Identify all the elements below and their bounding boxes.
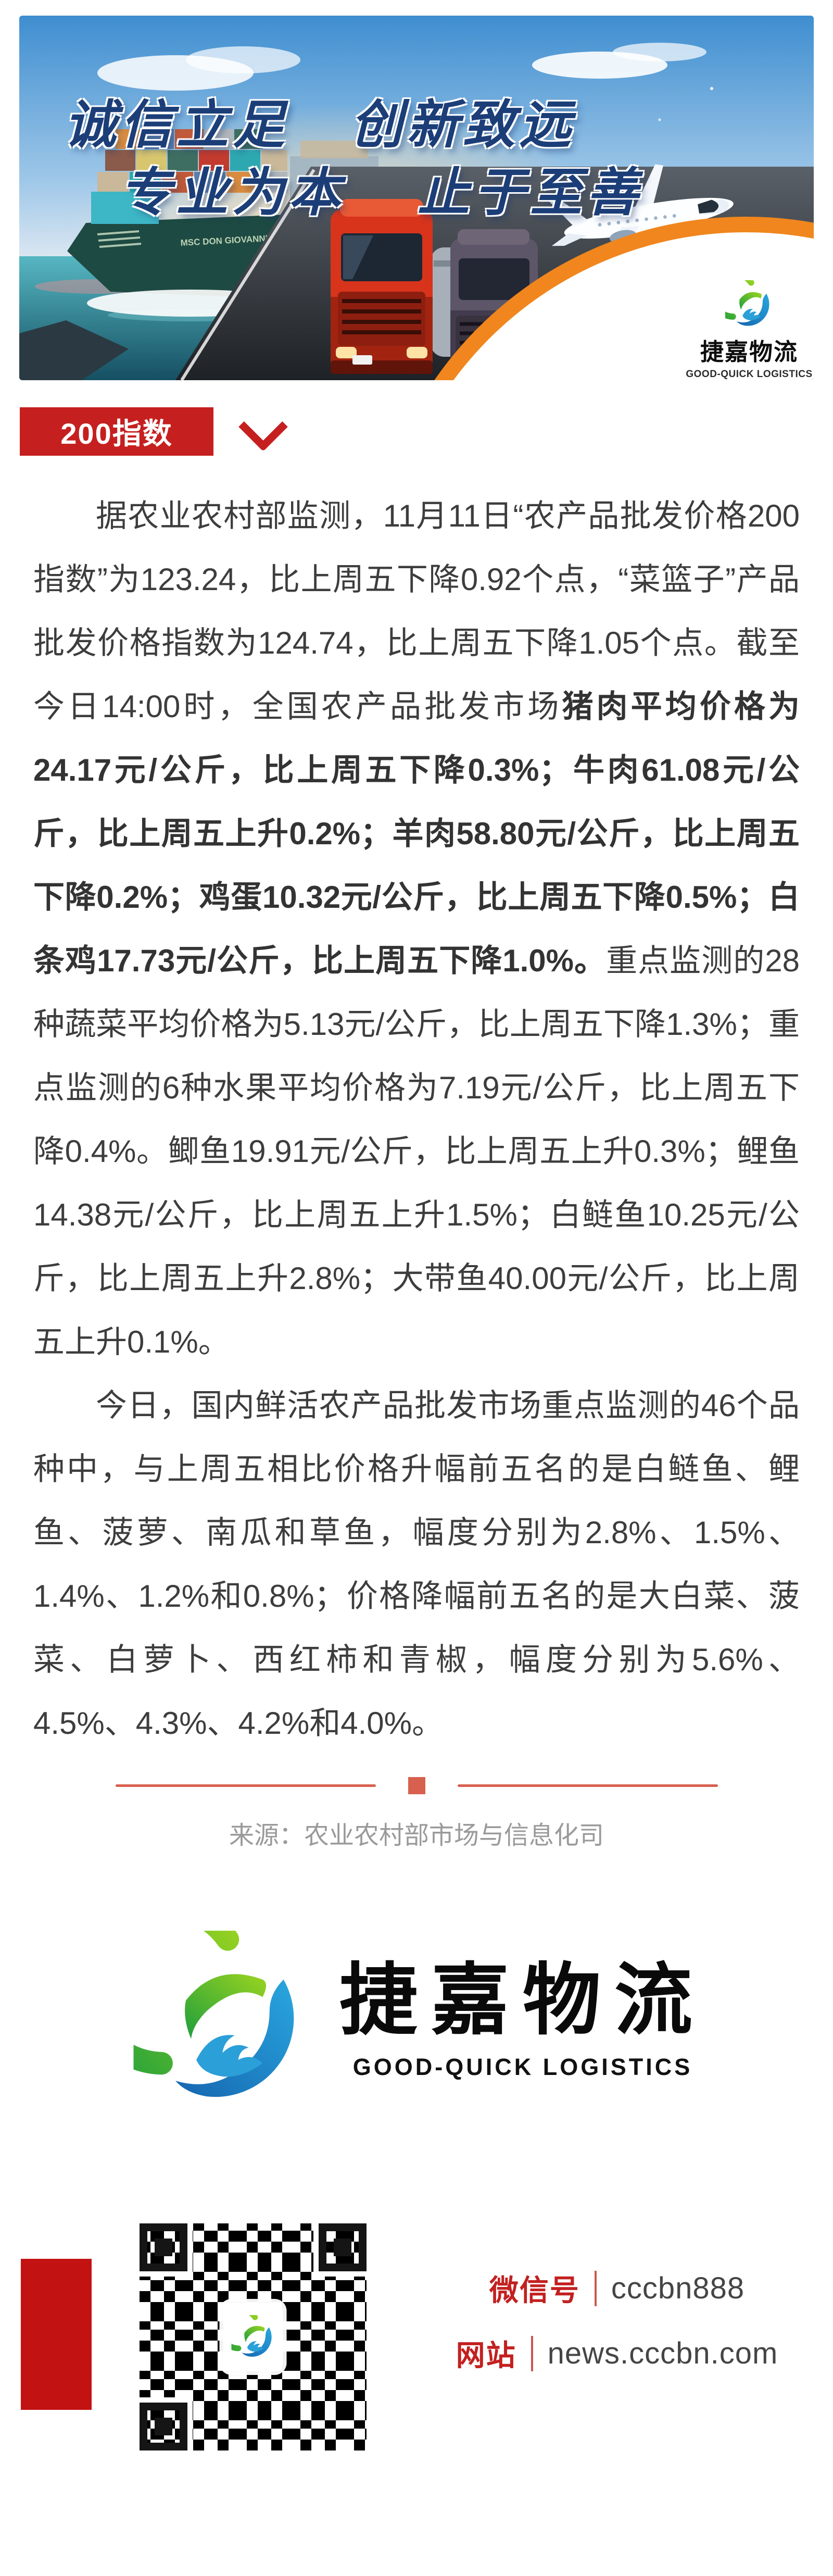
divider-right-line [457,1784,718,1787]
wechat-id: cccbn888 [611,2271,745,2305]
wechat-divider [594,2270,597,2306]
slogan-honesty: 诚信立足 [64,96,289,154]
article-body: 据农业农村部监测，11月11日“农产品批发价格200指数”为123.24，比上周… [33,484,800,1755]
index-200-badge[interactable]: 200指数 [20,407,213,456]
qr-finder-top-left [140,2223,187,2271]
p1-intro-text: 据农业农村部监测，11月11日“农产品批发价格200指数”为123.24，比上周… [33,498,800,724]
brand-names: 捷嘉物流 GOOD-QUICK LOGISTICS [339,1956,706,2081]
chevron-down-icon[interactable] [238,402,288,452]
website-row: 网站 news.cccbn.com [427,2332,807,2374]
website-url[interactable]: news.cccbn.com [547,2336,778,2370]
footer-red-bar [21,2259,92,2410]
qr-finder-top-right [319,2223,367,2271]
wechat-row: 微信号 cccbn888 [427,2267,807,2309]
bow-stripes [97,230,142,248]
qr-finder-bottom-left [140,2403,187,2450]
section-header: 200指数 [20,402,833,456]
p1-bold-prices-text: 猪肉平均价格为24.17元/公斤，比上周五下降0.3%；牛肉61.08元/公斤，… [33,689,800,978]
divider-left-line [115,1784,376,1787]
slogan-professional: 专业为本 [120,164,345,222]
website-divider [531,2335,533,2371]
wechat-qr-code[interactable] [133,2217,373,2457]
paragraph-price-index: 据农业农村部监测，11月11日“农产品批发价格200指数”为123.24，比上周… [33,484,800,1374]
website-label: 网站 [456,2339,516,2372]
hero-banner: MSC DON GIOVANNI [19,16,814,380]
divider-square [408,1777,425,1794]
p1-remainder-text: 重点监测的28种蔬菜平均价格为5.13元/公斤，比上周五下降1.3%；重点监测的… [33,943,800,1359]
company-swirl-icon [724,280,774,328]
article-source: 来源：农业农村部市场与信息化司 [229,1822,604,1849]
footer: 微信号 cccbn888 网站 news.cccbn.com [0,2217,833,2459]
banner-company-logo: 捷嘉物流 GOOD-QUICK LOGISTICS [681,280,814,380]
banner-logo-name-cn: 捷嘉物流 [700,339,798,365]
section-divider [0,1777,833,1794]
banner-slogan-line1: 诚信立足 创新致远 [64,82,575,158]
slogan-excellence: 止于至善 [418,164,642,222]
brand-swirl-icon [127,1931,314,2105]
clouds [97,43,713,121]
wechat-label: 微信号 [489,2274,580,2307]
brand-name-en: GOOD-QUICK LOGISTICS [352,2053,693,2080]
banner-logo-name-en: GOOD-QUICK LOGISTICS [686,369,813,380]
qr-center-logo [223,2303,283,2371]
qr-swirl-icon [231,2315,275,2359]
paragraph-top-movers: 今日，国内鲜活农产品批发市场重点监测的46个品种中，与上周五相比价格升幅前五名的… [33,1388,800,1741]
red-truck [331,199,433,374]
ship-deck [91,192,159,224]
slogan-innovation: 创新致远 [350,96,575,154]
banner-slogan-line2: 专业为本 止于至善 [120,150,642,226]
index-200-badge-label: 200指数 [60,417,173,450]
brand-name-cn: 捷嘉物流 [339,1956,706,2044]
contact-info: 微信号 cccbn888 网站 news.cccbn.com [427,2267,807,2397]
brand-logo-block: 捷嘉物流 GOOD-QUICK LOGISTICS [0,1931,833,2105]
